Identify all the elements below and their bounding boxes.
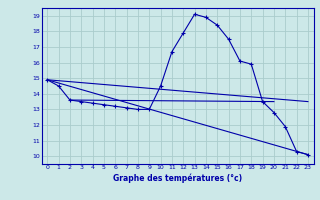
X-axis label: Graphe des températures (°c): Graphe des températures (°c) [113, 173, 242, 183]
